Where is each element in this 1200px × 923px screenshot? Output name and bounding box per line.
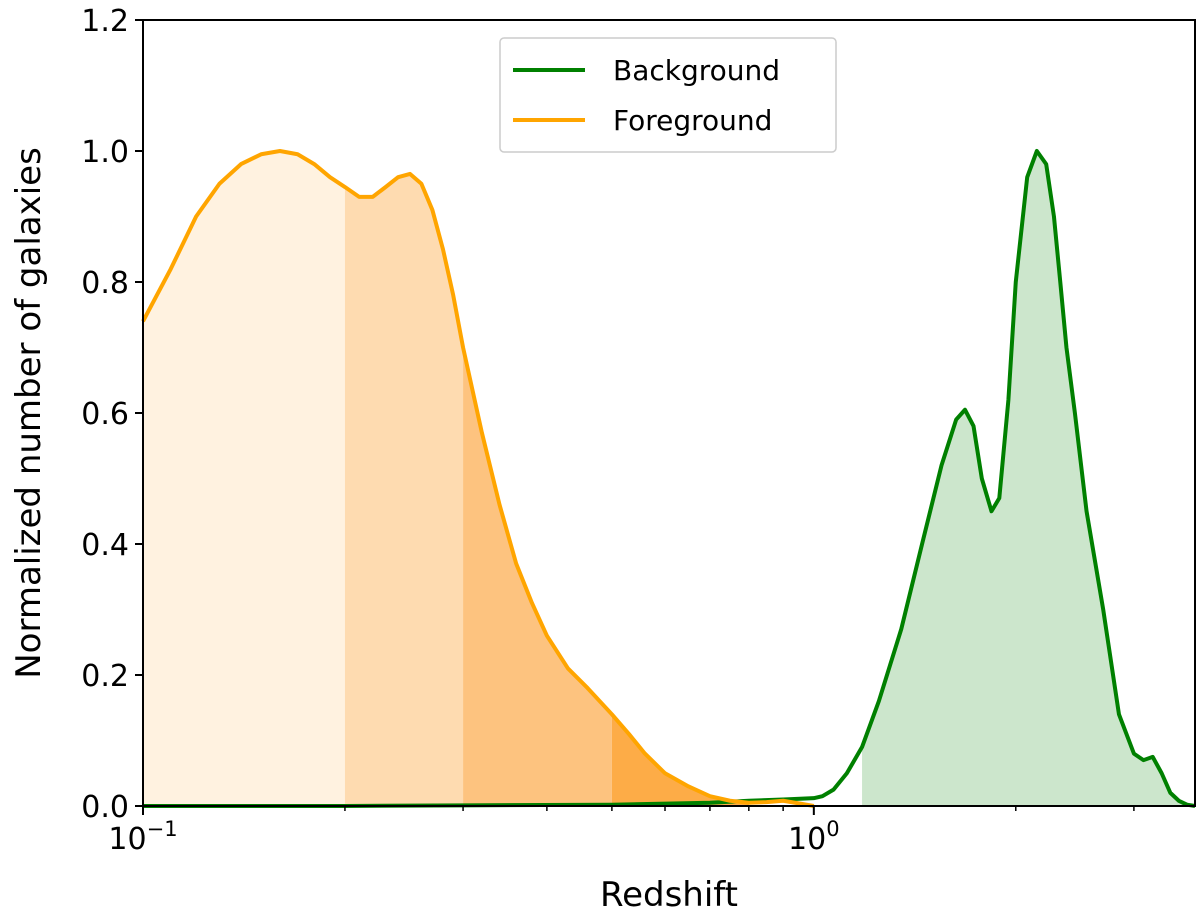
y-tick-label: 0.2	[81, 659, 129, 694]
y-axis-ticks: 0.0 0.2 0.4 0.6 0.8 1.0 1.2	[81, 4, 143, 825]
y-axis-label: Normalized number of galaxies	[9, 147, 49, 679]
y-tick-label: 0.6	[81, 397, 129, 432]
y-tick-label: 0.0	[81, 790, 129, 825]
x-tick-label: 100	[788, 817, 840, 857]
y-tick-label: 0.8	[81, 266, 129, 301]
y-tick-label: 0.4	[81, 528, 129, 563]
x-tick-label: 10−1	[108, 817, 177, 857]
foreground-fill-band-2	[463, 347, 612, 806]
y-tick-label: 1.0	[81, 135, 129, 170]
x-tick-exponent: 0	[826, 817, 839, 841]
x-tick-base: 10	[108, 822, 146, 857]
background-fill	[862, 151, 1195, 806]
y-tick-label: 1.2	[81, 4, 129, 39]
legend-label-background: Background	[613, 54, 780, 87]
series-line-foreground	[141, 149, 815, 808]
series-line-background	[143, 149, 1196, 808]
x-axis-ticks: 10−1 100	[108, 806, 1135, 857]
foreground-fill-band-3	[611, 714, 749, 806]
area-fills	[143, 151, 1195, 807]
legend: Background Foreground	[499, 37, 837, 153]
legend-box	[499, 37, 837, 153]
x-tick-base: 10	[788, 822, 826, 857]
foreground-fill-band-1	[344, 173, 464, 807]
legend-label-foreground: Foreground	[613, 104, 772, 137]
x-tick-exponent: −1	[147, 817, 178, 841]
x-axis-label: Redshift	[600, 875, 738, 915]
foreground-fill-band-0	[143, 151, 345, 806]
series-lines	[141, 149, 1196, 808]
